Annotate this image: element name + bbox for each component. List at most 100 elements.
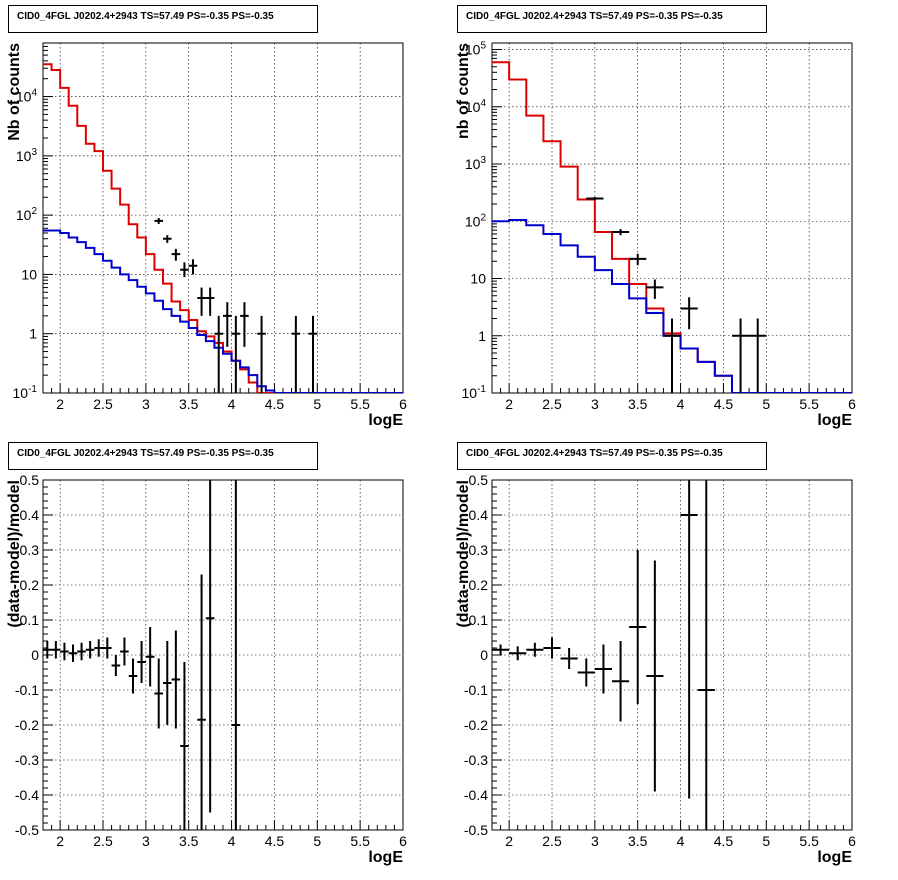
data-point [646,560,664,792]
x-tick-label: 4 [228,396,236,412]
data-point [197,574,206,830]
y-axis-label: Nb of counts [6,43,23,141]
data-point [257,315,266,393]
y-tick-label: -0.4 [464,787,488,803]
plot-title: CID0_4FGL J0202.4+2943 TS=57.49 PS=-0.35… [457,5,767,33]
pad-top-right: 2 2.5 3 3.5 4 4.5 5 5.5 6 10-1 1 10 102 103 104 105 logE… [449,0,898,437]
pad-top-left: 2 2.5 3 3.5 4 4.5 5 5.5 6 10-1 1 10 102 103 104 logE Nb … [0,0,449,437]
data-point [154,658,163,729]
data-point [732,318,750,393]
x-tick-label: 6 [848,396,856,412]
data-point [111,655,121,676]
plot-frame [42,42,404,394]
x-tick-label: 5 [762,396,770,412]
x-axis-label: logE [817,412,852,429]
data-point [68,644,78,662]
y-tick-label: 10-1 [462,384,487,401]
y-tick-label: 0.4 [469,507,489,523]
data-point [171,248,181,261]
data-point [43,641,52,659]
y-tick-label: -0.5 [15,822,39,838]
pad-bottom-left: 2 2.5 3 3.5 4 4.5 5 5.5 6 -0.5 -0.4 -0.3 -0.2 -0.1 0 0.… [0,437,449,875]
data-point [128,658,138,694]
x-tick-label: 2 [505,833,513,849]
y-tick-label: 102 [465,212,487,229]
data-point [577,658,595,687]
y-tick-label: 0.5 [469,472,489,488]
x-tick-label: 5 [313,396,321,412]
y-tick-label: 0.1 [469,612,489,628]
data-point [646,279,664,299]
x-tick-label: 6 [399,833,407,849]
x-tick-label: 5.5 [799,833,819,849]
data-point [560,648,578,669]
x-tick-label: 2 [505,396,513,412]
x-tick-label: 2.5 [542,833,562,849]
y-tick-label: 0.1 [20,612,40,628]
y-tick-label: 10 [470,271,486,287]
data-point [197,287,206,316]
x-tick-label: 4 [677,833,685,849]
x-tick-label: 3.5 [179,396,199,412]
x-tick-label: 3.5 [179,833,199,849]
data-point [697,480,715,830]
data-point [51,641,61,659]
data-point [612,229,630,236]
residuals-plot-coarse-binning: 2 2.5 3 3.5 4 4.5 5 5.5 6 -0.5 -0.4 -0.3 -0.2 -0.1 0 0.… [455,472,856,866]
x-tick-label: 3.5 [628,833,648,849]
y-tick-label: 10-1 [13,384,38,401]
data-point [60,642,69,661]
counts-plot-fine-binning: 2 2.5 3 3.5 4 4.5 5 5.5 6 10-1 1 10 102 103 104 logE Nb … [6,42,407,429]
data-point [180,262,189,278]
series-line-0 [492,61,852,393]
x-tick-label: 3 [591,833,599,849]
y-tick-label: 0.2 [20,577,40,593]
series-line-1 [492,219,852,393]
data-point [231,480,241,830]
x-tick-label: 2 [56,396,64,412]
data-point [163,235,172,243]
data-point [205,287,215,316]
y-tick-label: -0.1 [464,682,488,698]
data-point [526,642,544,657]
data-point [663,318,681,393]
y-tick-label: -0.4 [15,787,39,803]
x-tick-label: 3 [591,396,599,412]
data-point [680,297,698,330]
data-point [171,630,181,729]
x-tick-label: 5 [762,833,770,849]
x-axis-label: logE [368,849,403,866]
x-tick-label: 6 [399,396,407,412]
y-tick-label: 0.4 [20,507,40,523]
y-tick-label: 102 [16,206,38,223]
y-tick-label: 103 [465,155,487,172]
data-point [137,641,146,683]
y-axis-label: (data-model)/model [455,480,472,628]
y-tick-label: 1 [478,328,486,344]
x-tick-label: 6 [848,833,856,849]
plot-title: CID0_4FGL J0202.4+2943 TS=57.49 PS=-0.35… [8,5,318,33]
plot-title: CID0_4FGL J0202.4+2943 TS=57.49 PS=-0.35… [457,442,767,470]
y-tick-label: 1 [29,326,37,342]
data-point [749,318,767,393]
y-tick-label: 10 [21,266,37,282]
data-point [231,315,241,393]
data-point [543,637,561,659]
data-point [154,218,163,224]
data-point [594,644,612,694]
y-tick-label: -0.3 [464,752,488,768]
data-point [612,641,630,722]
data-point [223,302,232,347]
pad-bottom-right: 2 2.5 3 3.5 4 4.5 5 5.5 6 -0.5 -0.4 -0.3 -0.2 -0.1 0 0.… [449,437,898,875]
data-point [586,197,604,201]
x-tick-label: 5.5 [350,396,370,412]
x-tick-label: 4.5 [714,396,734,412]
x-tick-label: 2.5 [542,396,562,412]
series-line-1 [43,229,403,393]
x-axis-label: logE [368,412,403,429]
counts-plot-coarse-binning: 2 2.5 3 3.5 4 4.5 5 5.5 6 10-1 1 10 102 103 104 105 logE… [455,41,856,429]
y-tick-label: -0.5 [464,822,488,838]
y-tick-label: 0 [480,647,488,663]
data-point [103,637,112,659]
data-point [308,315,318,393]
